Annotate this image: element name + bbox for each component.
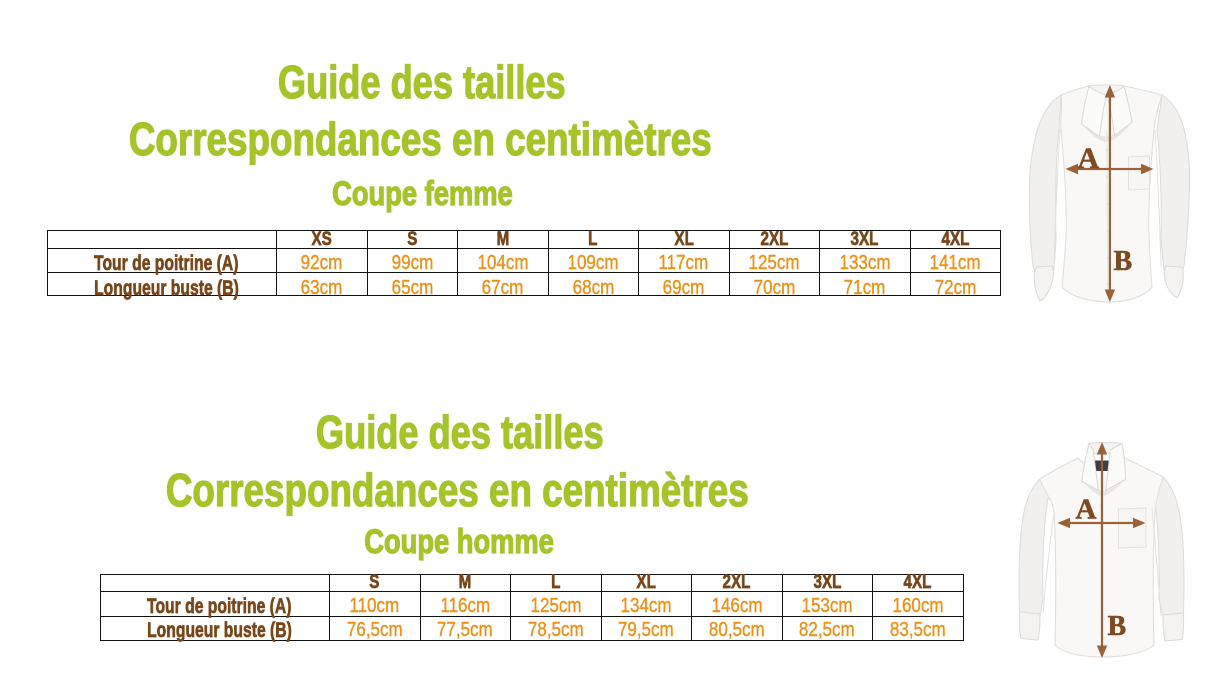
svg-text:A: A (1076, 494, 1097, 526)
svg-text:A: A (1078, 142, 1100, 175)
svg-text:B: B (1114, 246, 1133, 277)
svg-text:B: B (1108, 611, 1127, 642)
